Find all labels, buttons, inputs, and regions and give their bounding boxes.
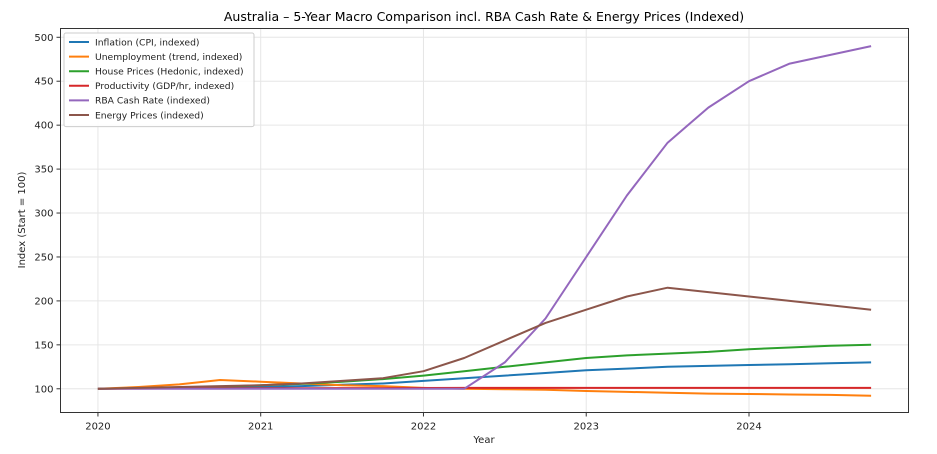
y-tick-label: 500	[34, 33, 53, 44]
series-lines	[97, 45, 872, 397]
x-axis-label: Year	[472, 435, 495, 446]
grid	[60, 28, 909, 413]
y-tick-label: 200	[34, 296, 53, 307]
legend-entry: House Prices (Hedonic, indexed)	[95, 67, 244, 78]
legend-entry: Energy Prices (indexed)	[95, 110, 204, 121]
x-axis: 2020 2021 2022 2023 2024	[85, 412, 762, 433]
legend-box	[63, 32, 255, 128]
legend-entry: Inflation (CPI, indexed)	[95, 37, 199, 48]
y-tick-label: 350	[34, 165, 53, 176]
x-tick-label: 2020	[85, 422, 110, 433]
chart-title: Australia – 5-Year Macro Comparison incl…	[224, 9, 744, 24]
x-tick-label: 2024	[736, 422, 761, 433]
y-tick-label: 300	[34, 209, 53, 220]
series-line-unemployment-trend-indexed	[97, 379, 872, 397]
y-tick-label: 150	[34, 340, 53, 351]
y-axis: 100 150 200 250 300 350 400 450 500	[34, 33, 61, 395]
y-axis-label: Index (Start = 100)	[17, 172, 28, 269]
y-tick-label: 250	[34, 252, 53, 263]
x-tick-label: 2023	[574, 422, 599, 433]
y-tick-label: 100	[34, 384, 53, 395]
legend-entry: Unemployment (trend, indexed)	[95, 52, 242, 63]
x-tick-label: 2021	[248, 422, 273, 433]
plot-frame	[60, 28, 909, 413]
series-line-rba-cash-rate-indexed	[97, 45, 872, 390]
y-tick-label: 400	[34, 121, 53, 132]
series-line-energy-prices-indexed	[97, 286, 872, 390]
legend: Inflation (CPI, indexed) Unemployment (tr…	[63, 32, 255, 128]
legend-entry: Productivity (GDP/hr, indexed)	[95, 81, 234, 92]
legend-entry: RBA Cash Rate (indexed)	[95, 96, 210, 107]
x-tick-label: 2022	[411, 422, 436, 433]
y-tick-label: 450	[34, 77, 53, 88]
